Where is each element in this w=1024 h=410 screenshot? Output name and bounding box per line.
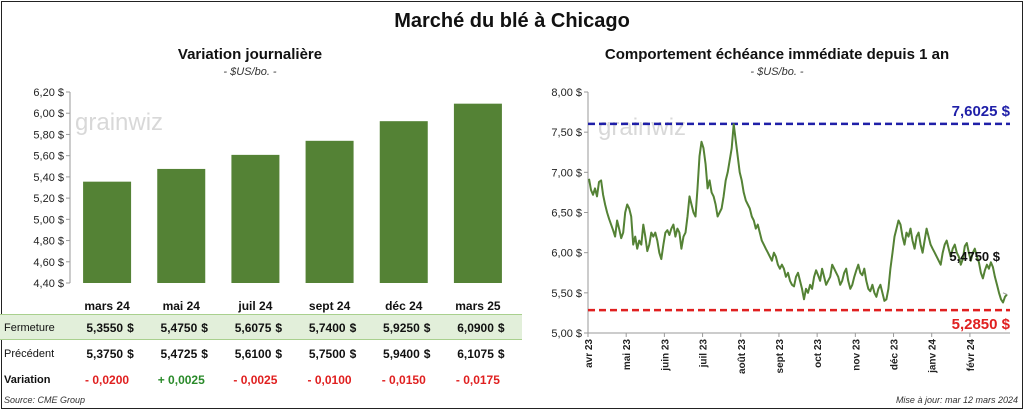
category-label: déc 24 — [385, 299, 423, 313]
bar — [453, 103, 502, 283]
high-value-label: 7,6025 $ — [952, 103, 1011, 120]
line-y-tick-label: 6,00 $ — [551, 248, 582, 260]
line-y-tick-label: 7,00 $ — [551, 167, 582, 179]
bar-chart-title: Variation journalière — [177, 46, 323, 63]
line-x-tick-label: sept 23 — [775, 339, 786, 374]
line-chart-watermark: grainwiz — [598, 114, 686, 141]
variation-value: - 0,0025 — [233, 373, 278, 387]
bar-chart: 4,40 $ 4,60 $ 4,80 $ 5,00 $ 5,20 $ 5,40 $ 5,60… — [33, 87, 502, 290]
line-y-tick-label: 7,50 $ — [551, 127, 582, 139]
page-title: Marché du blé à Chicago — [394, 10, 630, 32]
line-y-tick-label: 8,00 $ — [551, 87, 582, 99]
variation-value: - 0,0175 — [455, 373, 500, 387]
line-y-tick-label: 5,50 $ — [551, 288, 582, 300]
bar-y-tick-label: 5,40 $ — [33, 172, 64, 184]
bar-y-tick-label: 4,60 $ — [33, 257, 64, 269]
line-x-tick-label: mai 23 — [622, 339, 633, 371]
line-x-tick-label: déc 23 — [890, 339, 901, 371]
line-x-tick-label: févr 24 — [966, 339, 977, 372]
last-value-label: 5,4750 $ — [949, 249, 1000, 264]
bar-y-tick-label: 5,20 $ — [33, 193, 64, 205]
variation-value: - 0,0150 — [381, 373, 426, 387]
line-x-tick-label: oct 23 — [813, 339, 824, 368]
price-series-line — [588, 123, 1008, 304]
category-label: mars 24 — [84, 299, 130, 313]
category-label: mars 25 — [455, 299, 501, 313]
category-label: juil 24 — [238, 299, 273, 313]
bar-chart-unit: - $US/bo. - — [223, 66, 277, 78]
line-x-tick-label: août 23 — [737, 339, 748, 374]
bar — [83, 181, 132, 283]
line-y-tick-label: 6,50 $ — [551, 208, 582, 220]
category-label: sept 24 — [308, 299, 351, 313]
close-row: Fermeture 5,3550 $5,4750 $5,6075 $5,7400 $5,… — [0, 314, 522, 340]
bar-y-tick-label: 5,80 $ — [33, 129, 64, 141]
previous-row-label: Précédent — [4, 348, 55, 360]
low-value-label: 5,2850 $ — [952, 316, 1011, 333]
update-note: Mise à jour: mar 12 mars 2024 — [895, 395, 1018, 405]
variation-row: Variation - 0,0200 + 0,0025 - 0,0025 - 0,01… — [0, 367, 522, 393]
table-header-row: mars 24 mai 24 juil 24 sept 24 déc 24 mars 25 — [0, 296, 522, 316]
bar — [231, 154, 280, 283]
variation-row-label: Variation — [4, 374, 51, 386]
variation-value: - 0,0200 — [85, 373, 130, 387]
bar — [305, 140, 354, 283]
line-x-tick-label: janv 24 — [928, 339, 939, 374]
bar — [157, 168, 206, 283]
bar-chart-watermark: grainwiz — [75, 109, 163, 136]
bar-y-tick-label: 6,20 $ — [33, 87, 64, 99]
line-x-tick-label: avr 23 — [584, 339, 595, 368]
bar-y-tick-label: 5,00 $ — [33, 214, 64, 226]
bar-y-tick-label: 6,00 $ — [33, 108, 64, 120]
previous-row: Précédent 5,3750 $5,4725 $5,6100 $5,7500 $5,… — [4, 347, 505, 361]
line-x-tick-label: juil 23 — [699, 339, 710, 369]
line-chart: 5,00 $ 5,50 $ 6,00 $ 6,50 $ 7,00 $ 7,50 $ 8,00… — [551, 87, 1011, 374]
bar — [379, 121, 428, 283]
source-note: Source: CME Group — [4, 395, 86, 405]
bar-y-tick-label: 5,60 $ — [33, 151, 64, 163]
close-row-label: Fermeture — [4, 322, 55, 334]
bar-y-tick-label: 4,40 $ — [33, 278, 64, 290]
category-label: mai 24 — [162, 299, 200, 313]
last-value-leader — [1002, 292, 1008, 295]
bar-y-tick-label: 4,80 $ — [33, 236, 64, 248]
line-chart-unit: - $US/bo. - — [750, 66, 804, 78]
line-y-tick-label: 5,00 $ — [551, 328, 582, 340]
line-x-tick-label: juin 23 — [660, 339, 671, 372]
line-x-tick-label: nov 23 — [851, 339, 862, 371]
line-chart-title: Comportement échéance immédiate depuis 1… — [604, 46, 950, 63]
variation-value: - 0,0100 — [307, 373, 352, 387]
variation-value: + 0,0025 — [157, 373, 205, 387]
